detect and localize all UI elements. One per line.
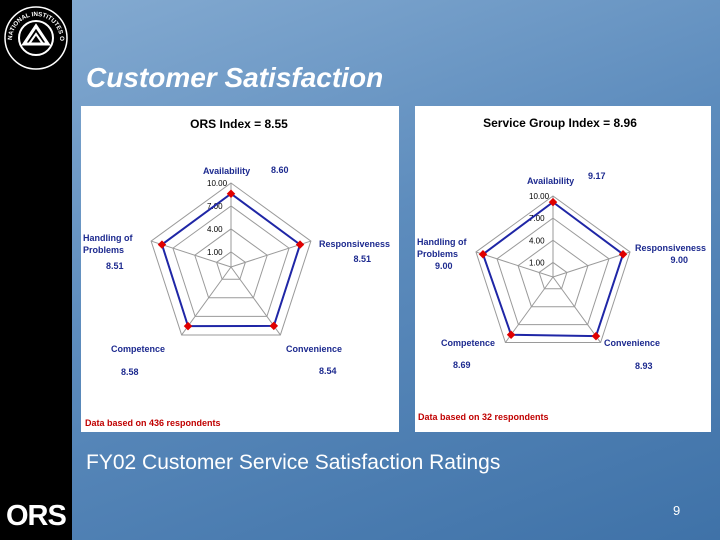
value-label-convenience: 8.54	[319, 366, 337, 376]
value-label-availability: 9.17	[588, 171, 606, 181]
grid-ring-1	[194, 228, 268, 299]
axis-label-competence: Competence	[441, 338, 495, 348]
data-series-line	[160, 192, 302, 328]
spoke-handling-of-problems	[475, 251, 554, 278]
axis-label-availability: Availability	[203, 166, 250, 176]
spoke-responsiveness	[552, 251, 631, 278]
grid-ring-3	[150, 182, 312, 336]
axis-label-competence: Competence	[111, 344, 165, 354]
grid-ring-3	[475, 195, 631, 344]
radar-chart-service-group: 1.00 4.00 7.00 10.00 Service Group Index = 8…	[417, 116, 706, 422]
page-number: 9	[673, 503, 681, 518]
axis-label-convenience: Convenience	[604, 338, 660, 348]
tick-label: 7.00	[529, 214, 545, 223]
axis-label-responsiveness: Responsiveness	[635, 243, 706, 253]
spoke-competence	[181, 266, 232, 336]
data-point-handling-of-problems	[157, 240, 167, 249]
slide-caption: FY02 Customer Service Satisfaction Ratin…	[86, 451, 501, 474]
value-label-responsiveness: 8.51	[353, 254, 371, 264]
value-label-competence: 8.58	[121, 367, 139, 377]
chart-title: ORS Index = 8.55	[190, 117, 288, 131]
seal-text: NATIONAL INSTITUTES OF HEALTH	[2, 4, 65, 41]
tick-label: 1.00	[529, 258, 545, 267]
grid-ring-2	[172, 205, 290, 317]
slide-title: Customer Satisfaction	[86, 62, 384, 93]
nih-seal-icon: NATIONAL INSTITUTES OF HEALTH	[2, 4, 68, 70]
spoke-convenience	[552, 276, 602, 343]
grid-ring-1	[517, 239, 589, 308]
grid-ring-2	[496, 217, 610, 326]
axis-label-convenience: Convenience	[286, 344, 342, 354]
tick-label: 10.00	[529, 192, 550, 201]
axis-label-availability: Availability	[527, 176, 574, 186]
spoke-competence	[504, 276, 554, 343]
svg-text:NATIONAL INSTITUTES OF HEALTH: NATIONAL INSTITUTES OF HEALTH	[2, 4, 65, 41]
value-label-handling-of-problems: 8.51	[106, 261, 124, 271]
data-point-competence	[506, 330, 516, 339]
tick-label: 1.00	[207, 248, 223, 257]
data-point-convenience	[269, 321, 279, 331]
axis-label-handling-of-problems: Handling of Problems	[417, 237, 467, 259]
chart-panel-service-group: 1.00 4.00 7.00 10.00 Service Group Index = 8…	[415, 106, 711, 432]
data-point-competence	[183, 321, 193, 331]
chart-title: Service Group Index = 8.96	[483, 116, 637, 130]
value-label-competence: 8.69	[453, 360, 471, 370]
respondents-note: Data based on 32 respondents	[418, 412, 549, 422]
data-point-convenience	[591, 331, 601, 341]
sidebar: NATIONAL INSTITUTES OF HEALTH ORS	[0, 0, 72, 540]
data-point-responsiveness	[295, 240, 305, 249]
value-label-responsiveness: 9.00	[670, 255, 688, 265]
axis-label-responsiveness: Responsiveness	[319, 239, 390, 249]
value-label-availability: 8.60	[271, 165, 289, 175]
respondents-note: Data based on 436 respondents	[85, 418, 221, 428]
axis-label-handling-of-problems: Handling of Problems	[83, 233, 133, 255]
ors-logo: ORS	[6, 500, 67, 532]
tick-label: 10.00	[207, 179, 228, 188]
grid-ring-0	[216, 251, 246, 280]
tick-label: 4.00	[207, 225, 223, 234]
data-series-line	[481, 200, 625, 338]
value-label-handling-of-problems: 9.00	[435, 261, 453, 271]
grid-ring-0	[538, 261, 568, 290]
tick-label: 4.00	[529, 236, 545, 245]
data-point-availability	[226, 189, 236, 198]
chart-panel-ors: 1.00 4.00 7.00 10.00 ORS Index = 8.55 Availab…	[81, 106, 399, 432]
value-label-convenience: 8.93	[635, 361, 653, 371]
